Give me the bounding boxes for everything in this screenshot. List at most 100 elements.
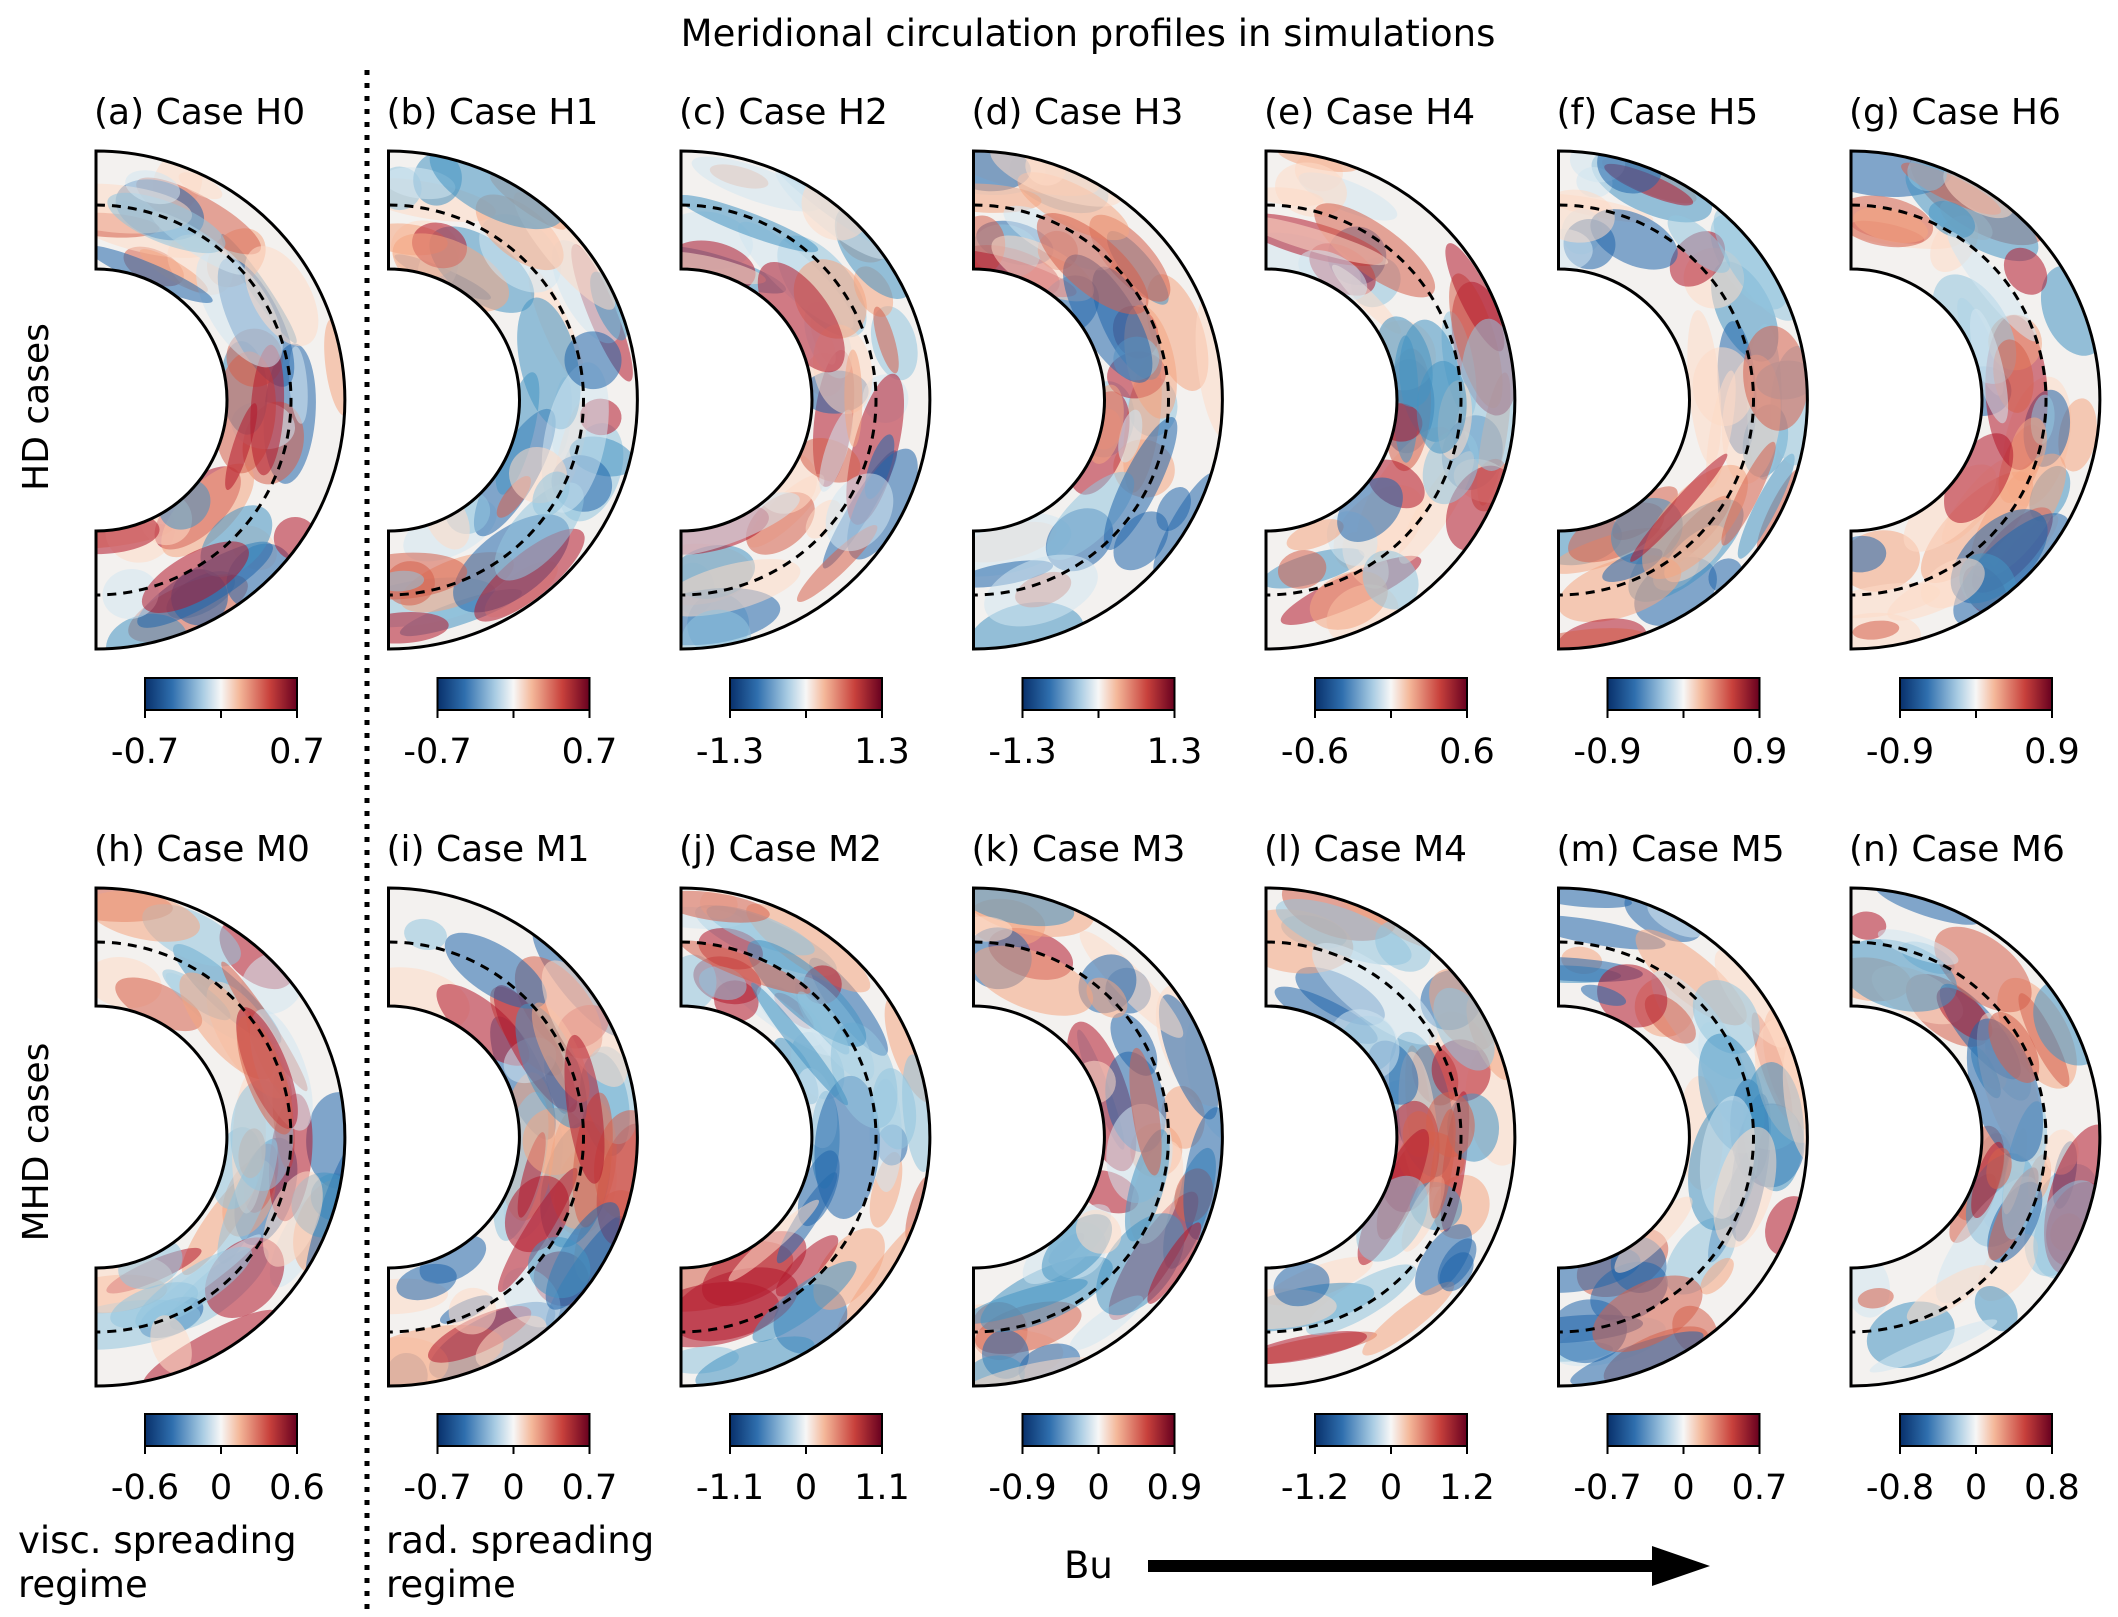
colorbar xyxy=(1606,1413,1761,1447)
flow-cell xyxy=(1103,417,1178,551)
tachocline-dashed-line xyxy=(1850,940,2048,1334)
colorbar xyxy=(144,1413,298,1447)
panel-title: (m) Case M5 xyxy=(1557,829,1785,870)
flow-cell xyxy=(1947,231,2038,342)
row-label-hd: HD cases xyxy=(16,323,57,491)
regime-label-radiative-line2: regime xyxy=(386,1563,516,1606)
flow-cell xyxy=(1570,1331,1704,1386)
flow-cell xyxy=(196,251,283,368)
flow-cell xyxy=(1075,1209,1122,1254)
flow-cell xyxy=(984,554,1098,627)
colorbar-tick-label: 0 xyxy=(502,1468,524,1508)
panel-9: (i) Case M1 -0.7 0 0.7 xyxy=(387,829,639,1508)
shell-outline xyxy=(1849,149,2102,651)
colorbar-tick-label: -0.9 xyxy=(988,1468,1056,1508)
flow-cell xyxy=(444,932,547,1009)
flow-cell xyxy=(1597,964,1668,1028)
colorbar-tick-label: 1.3 xyxy=(854,732,910,772)
flow-cell xyxy=(110,1282,199,1329)
flow-cell xyxy=(1277,550,1327,589)
colorbar-tick-label: 1.2 xyxy=(1439,1468,1495,1508)
colorbar xyxy=(144,677,298,711)
flow-cell xyxy=(973,945,1094,1016)
shell-outline xyxy=(1264,149,1517,651)
flow-cell xyxy=(681,492,800,557)
figure-title: Meridional circulation profiles in simul… xyxy=(681,12,1496,55)
flow-cell xyxy=(139,249,208,293)
flow-cell xyxy=(1273,1262,1330,1307)
flow-cell xyxy=(1630,453,1728,562)
panel-12: (l) Case M4 -1.2 0 1.2 xyxy=(1264,829,1517,1508)
flow-cell xyxy=(1558,189,1615,243)
flow-cell xyxy=(1415,1224,1473,1296)
shell-outline xyxy=(1557,886,1809,1388)
colorbar-tick-label: -1.3 xyxy=(988,732,1056,772)
colorbar-tick-label: 0.8 xyxy=(2024,1468,2080,1508)
flow-cell xyxy=(1118,409,1143,463)
bu-arrow-head xyxy=(1652,1546,1710,1586)
tachocline-dashed-line xyxy=(973,203,1170,597)
flow-cell xyxy=(1851,911,1887,940)
flow-field xyxy=(96,152,345,649)
flow-cell xyxy=(1153,472,1216,574)
flow-cell xyxy=(1305,1264,1417,1336)
panel-2: (b) Case H1 -0.7 0.7 xyxy=(387,92,639,772)
bu-arrow-label: Bu xyxy=(1064,1544,1113,1587)
flow-cell xyxy=(819,409,854,492)
panel-title: (g) Case H6 xyxy=(1849,92,2061,133)
panel-title: (c) Case H2 xyxy=(679,92,888,133)
flow-field xyxy=(1851,151,2100,649)
flow-cell xyxy=(1036,213,1149,315)
regime-label-viscous: visc. spreading xyxy=(18,1519,297,1562)
colorbar-tick-label: -0.9 xyxy=(1573,732,1641,772)
flow-cell xyxy=(695,1336,815,1386)
flow-cell xyxy=(1362,1281,1455,1356)
flow-cell xyxy=(1692,980,1760,1054)
flow-cell xyxy=(2003,247,2048,295)
flow-cell xyxy=(681,954,717,1011)
colorbar xyxy=(729,677,883,711)
colorbar-tick-label: 0 xyxy=(210,1468,232,1508)
flow-cell xyxy=(250,344,285,476)
panel-title: (k) Case M3 xyxy=(972,829,1186,870)
colorbar-tick-label: 0 xyxy=(1087,1468,1109,1508)
colorbar-tick-label: -0.7 xyxy=(403,732,471,772)
flow-cell xyxy=(1597,151,1663,194)
colorbar-tick-label: -0.7 xyxy=(403,1468,471,1508)
flow-cell xyxy=(681,940,811,995)
flow-cell xyxy=(973,183,1042,213)
row-label-mhd: MHD cases xyxy=(16,1043,57,1242)
colorbar xyxy=(1314,677,1468,711)
colorbar-tick-label: -0.7 xyxy=(111,732,179,772)
flow-cell xyxy=(1851,535,1887,573)
colorbar-tick-label: 0.6 xyxy=(1439,732,1495,772)
flow-cell xyxy=(564,1034,605,1184)
tachocline-dashed-line xyxy=(973,940,1170,1334)
flow-cell xyxy=(1096,1213,1185,1316)
colorbar-tick-label: 0.7 xyxy=(1732,1468,1788,1508)
colorbar xyxy=(436,1413,591,1447)
colorbar-tick-label: 0 xyxy=(1380,1468,1402,1508)
flow-cell xyxy=(1429,1109,1456,1219)
tachocline-dashed-line xyxy=(95,940,293,1334)
flow-cell xyxy=(797,991,850,1055)
tachocline-dashed-line xyxy=(388,940,585,1334)
flow-cell xyxy=(1877,929,1959,965)
shell-outline xyxy=(972,149,1224,651)
flow-cell xyxy=(681,609,752,649)
shell-outline xyxy=(387,149,639,651)
tachocline-dashed-line xyxy=(680,203,878,597)
flow-cell xyxy=(1362,550,1419,610)
colorbar-tick-label: -1.1 xyxy=(696,1468,764,1508)
regime-label-radiative: rad. spreading xyxy=(386,1519,654,1562)
panel-4: (d) Case H3 -1.3 1.3 xyxy=(972,92,1224,772)
flow-cell xyxy=(475,1315,547,1369)
shell-outline xyxy=(1849,886,2102,1388)
flow-cell xyxy=(681,251,766,285)
panel-5: (e) Case H4 -0.6 0.6 xyxy=(1264,92,1517,772)
flow-cell xyxy=(1046,471,1135,560)
flow-cell xyxy=(1667,215,1730,273)
panel-title: (e) Case H4 xyxy=(1264,92,1475,133)
colorbar xyxy=(1606,677,1761,711)
flow-cell xyxy=(681,890,770,923)
